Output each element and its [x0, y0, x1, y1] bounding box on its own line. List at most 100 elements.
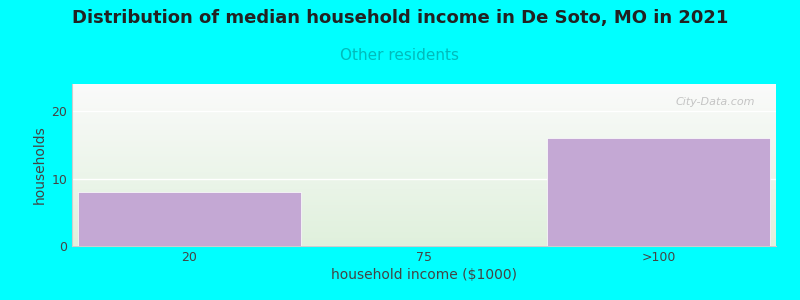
- Bar: [72, 87, 776, 88]
- Bar: [72, 169, 776, 170]
- Bar: [72, 91, 776, 92]
- Bar: [72, 103, 776, 104]
- Bar: [547, 138, 770, 246]
- Bar: [72, 208, 776, 209]
- Bar: [72, 89, 776, 90]
- Bar: [72, 191, 776, 192]
- Bar: [72, 184, 776, 185]
- Bar: [72, 180, 776, 181]
- Bar: [72, 200, 776, 201]
- Bar: [72, 148, 776, 149]
- Bar: [72, 155, 776, 156]
- Bar: [72, 149, 776, 150]
- Bar: [72, 112, 776, 113]
- Bar: [72, 90, 776, 91]
- Bar: [72, 110, 776, 111]
- Bar: [72, 238, 776, 239]
- Bar: [72, 173, 776, 174]
- Bar: [72, 160, 776, 161]
- Bar: [72, 99, 776, 100]
- Bar: [72, 228, 776, 229]
- Bar: [72, 178, 776, 179]
- Bar: [72, 150, 776, 151]
- Bar: [72, 181, 776, 182]
- Bar: [72, 159, 776, 160]
- Text: Other residents: Other residents: [341, 48, 459, 63]
- Bar: [72, 195, 776, 196]
- Bar: [72, 161, 776, 162]
- Bar: [72, 93, 776, 94]
- Bar: [72, 113, 776, 114]
- Bar: [72, 175, 776, 176]
- Bar: [72, 190, 776, 191]
- Bar: [72, 100, 776, 101]
- Bar: [72, 219, 776, 220]
- Bar: [72, 214, 776, 215]
- Bar: [72, 234, 776, 235]
- Bar: [78, 192, 301, 246]
- Bar: [72, 118, 776, 119]
- Bar: [72, 213, 776, 214]
- Bar: [72, 122, 776, 123]
- Bar: [72, 243, 776, 244]
- Bar: [72, 223, 776, 224]
- Bar: [72, 152, 776, 153]
- Bar: [72, 143, 776, 144]
- Bar: [72, 209, 776, 210]
- Bar: [72, 172, 776, 173]
- Bar: [72, 121, 776, 122]
- Bar: [72, 187, 776, 188]
- Bar: [72, 163, 776, 164]
- Bar: [72, 111, 776, 112]
- Bar: [72, 157, 776, 158]
- Bar: [72, 170, 776, 171]
- Bar: [72, 212, 776, 213]
- Bar: [72, 167, 776, 168]
- Bar: [72, 193, 776, 194]
- Bar: [72, 176, 776, 177]
- Bar: [72, 194, 776, 195]
- Bar: [72, 101, 776, 102]
- Bar: [72, 98, 776, 99]
- Bar: [72, 235, 776, 236]
- Bar: [72, 108, 776, 109]
- Bar: [72, 141, 776, 142]
- Bar: [72, 129, 776, 130]
- Bar: [72, 104, 776, 105]
- Bar: [72, 107, 776, 108]
- Bar: [72, 231, 776, 232]
- Bar: [72, 186, 776, 187]
- Bar: [72, 133, 776, 134]
- Bar: [72, 239, 776, 240]
- Bar: [72, 158, 776, 159]
- Bar: [72, 114, 776, 115]
- Bar: [72, 218, 776, 219]
- Bar: [72, 88, 776, 89]
- Bar: [72, 154, 776, 155]
- Bar: [72, 229, 776, 230]
- Bar: [72, 119, 776, 120]
- Bar: [72, 125, 776, 126]
- Bar: [72, 207, 776, 208]
- Bar: [72, 135, 776, 136]
- Bar: [72, 131, 776, 132]
- Text: Distribution of median household income in De Soto, MO in 2021: Distribution of median household income …: [72, 9, 728, 27]
- Bar: [72, 222, 776, 223]
- Bar: [72, 139, 776, 140]
- Bar: [72, 86, 776, 87]
- Bar: [72, 95, 776, 96]
- Bar: [72, 245, 776, 246]
- Bar: [72, 92, 776, 93]
- Bar: [72, 136, 776, 137]
- Bar: [72, 132, 776, 133]
- Bar: [72, 183, 776, 184]
- Bar: [72, 137, 776, 138]
- Bar: [72, 217, 776, 218]
- Bar: [72, 240, 776, 241]
- Bar: [72, 198, 776, 199]
- Bar: [72, 109, 776, 110]
- Bar: [72, 244, 776, 245]
- Bar: [72, 226, 776, 227]
- Bar: [72, 138, 776, 139]
- Bar: [72, 192, 776, 193]
